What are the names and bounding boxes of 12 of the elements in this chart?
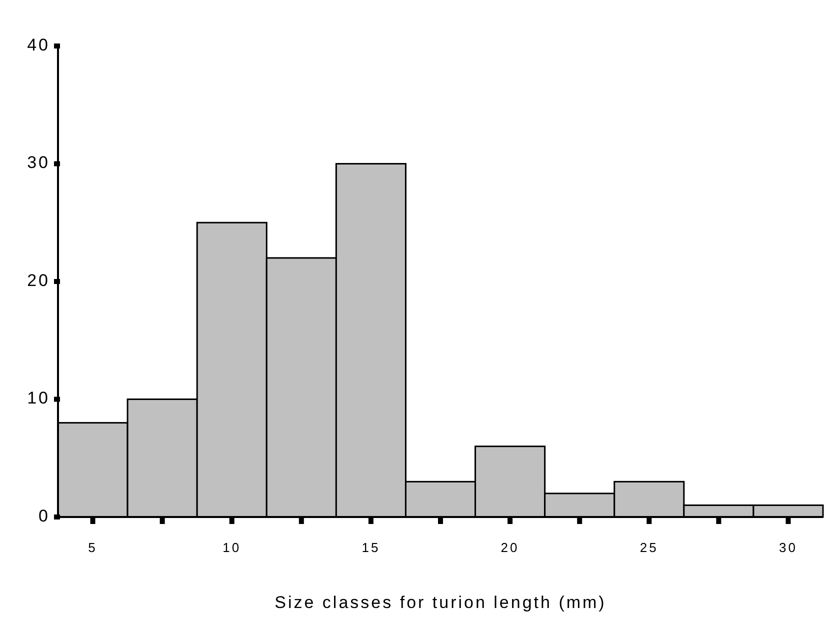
- x-tick-label: 30: [778, 540, 798, 555]
- y-tick-label: 0: [38, 506, 50, 526]
- y-tick-label: 30: [27, 153, 50, 172]
- x-tick-label: 15: [362, 540, 380, 555]
- y-tick-label: 20: [27, 270, 50, 290]
- x-tick-label: 5: [88, 540, 98, 555]
- x-tick-label: 10: [222, 540, 242, 555]
- x-axis-title: Size classes for turion length (mm): [274, 593, 606, 612]
- y-tick-label: 10: [27, 388, 50, 408]
- x-tick-label: 20: [500, 540, 520, 555]
- x-tick-label: 25: [640, 540, 658, 555]
- y-tick-label: 40: [27, 35, 50, 54]
